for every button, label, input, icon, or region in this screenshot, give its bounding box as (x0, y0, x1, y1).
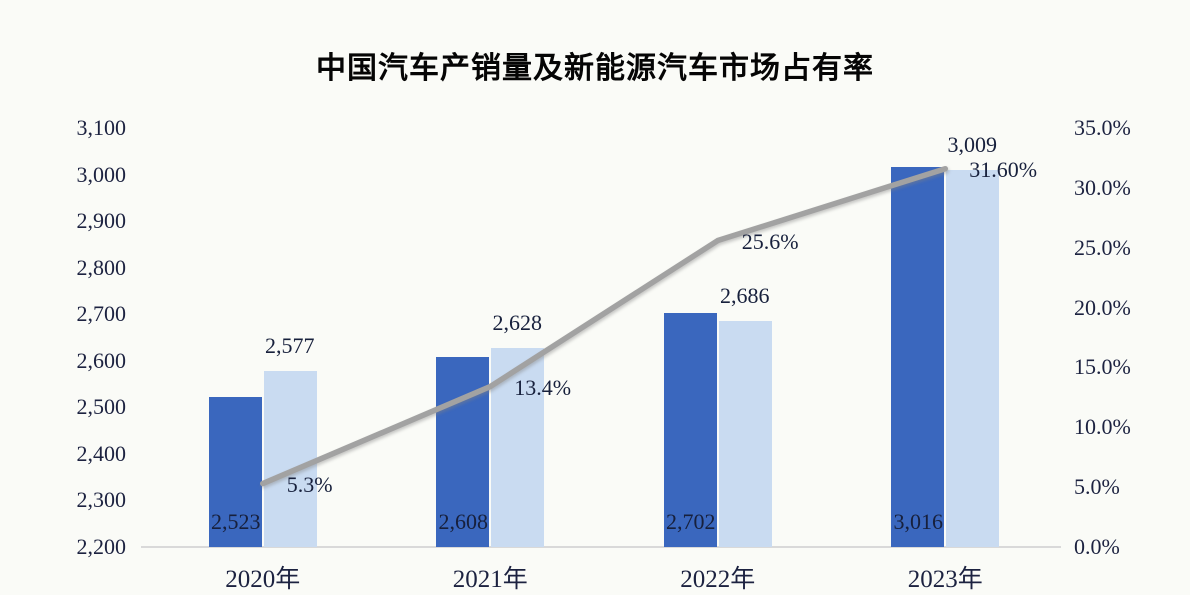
bar-value-label-above: 2,686 (720, 282, 770, 308)
y-axis-tick-right: 35.0% (1074, 115, 1131, 140)
y-axis-tick-right: 0.0% (1074, 534, 1120, 559)
light-bar (263, 371, 317, 547)
bar-value-label-inside: 2,702 (666, 509, 716, 534)
dark-bar (208, 396, 262, 547)
bar-value-label-inside: 2,608 (438, 509, 489, 534)
y-axis-tick-left: 2,800 (76, 254, 127, 280)
y-axis-tick-right: 5.0% (1074, 474, 1120, 500)
x-axis-line (141, 546, 1061, 548)
y-axis-tick-left: 2,400 (76, 440, 127, 466)
y-axis-tick-right: 20.0% (1074, 294, 1131, 320)
y-axis-tick-right: 30.0% (1074, 174, 1131, 200)
y-axis-tick-left: 3,100 (76, 115, 127, 140)
x-axis-label: 2020年 (225, 566, 301, 593)
line-value-label: 31.60% (969, 156, 1038, 182)
y-axis-tick-left: 3,000 (76, 161, 127, 187)
y-axis-tick-left: 2,700 (76, 301, 127, 327)
dark-bar (891, 167, 945, 547)
y-axis-tick-left: 2,500 (76, 394, 127, 420)
light-bar (718, 320, 772, 547)
bar-value-label-above: 3,009 (947, 132, 998, 158)
trend-line (260, 165, 948, 487)
line-value-label: 25.6% (741, 228, 799, 254)
bar-value-label-inside: 3,016 (893, 509, 944, 534)
y-axis-tick-left: 2,900 (76, 208, 127, 234)
y-axis-tick-left: 2,200 (76, 534, 127, 559)
line-value-label: 5.3% (286, 471, 333, 497)
x-axis-label: 2022年 (680, 566, 756, 593)
x-axis-label: 2021年 (452, 566, 528, 593)
y-axis-tick-left: 2,300 (76, 487, 127, 513)
bar-value-label-inside: 2,523 (211, 509, 261, 534)
y-axis-tick-right: 10.0% (1074, 414, 1131, 440)
y-axis-tick-right: 25.0% (1074, 234, 1131, 260)
bar-value-label-above: 2,628 (492, 309, 543, 335)
x-axis-label: 2023年 (907, 566, 983, 593)
bar-value-label-above: 2,577 (265, 333, 315, 359)
y-axis-tick-right: 15.0% (1074, 354, 1131, 380)
y-axis-tick-left: 2,600 (76, 347, 127, 373)
line-value-label: 13.4% (514, 374, 572, 400)
chart-title: 中国汽车产销量及新能源汽车市场占有率 (316, 52, 874, 85)
light-bar (946, 170, 1000, 547)
